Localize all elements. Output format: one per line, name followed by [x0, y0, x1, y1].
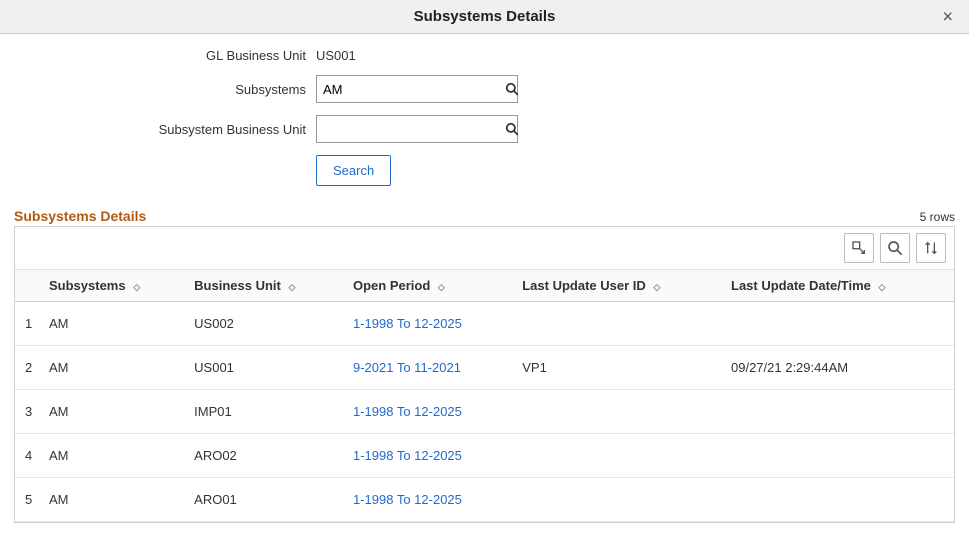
cell-last-update-datetime: [723, 390, 954, 434]
row-count: 5 rows: [920, 210, 955, 224]
table-row: 4AMARO02 1-1998 To 12-2025: [15, 434, 954, 478]
cell-open-period: 1-1998 To 12-2025: [345, 302, 514, 346]
cell-rownum: 2: [15, 346, 41, 390]
results-grid: Subsystems ◇ Business Unit ◇ Open Period…: [14, 226, 955, 523]
subsystems-lookup-button[interactable]: [505, 82, 519, 96]
grid-find-button[interactable]: [880, 233, 910, 263]
cell-subsystem: AM: [41, 302, 186, 346]
cell-rownum: 3: [15, 390, 41, 434]
cell-rownum: 1: [15, 302, 41, 346]
gl-business-unit-value: US001: [316, 48, 356, 63]
cell-subsystem: AM: [41, 478, 186, 522]
dialog-title: Subsystems Details: [414, 8, 556, 25]
cell-last-update-user: [514, 390, 723, 434]
sort-indicator-icon: ◇: [438, 283, 445, 292]
cell-open-period: 1-1998 To 12-2025: [345, 434, 514, 478]
col-business-unit[interactable]: Business Unit ◇: [186, 270, 345, 302]
sort-indicator-icon: ◇: [133, 283, 140, 292]
search-icon: [505, 82, 519, 96]
table-row: 2AMUS001 9-2021 To 11-2021 VP109/27/21 2:2…: [15, 346, 954, 390]
subsystem-bu-input[interactable]: [317, 116, 505, 142]
col-last-update-user-label: Last Update User ID: [522, 278, 646, 293]
col-last-update-user[interactable]: Last Update User ID ◇: [514, 270, 723, 302]
table-row: 1AMUS002 1-1998 To 12-2025: [15, 302, 954, 346]
sort-indicator-icon: ◇: [288, 283, 295, 292]
subsystems-label: Subsystems: [0, 82, 316, 97]
subsystem-bu-lookup-button[interactable]: [505, 122, 519, 136]
cell-last-update-user: [514, 434, 723, 478]
open-period-link[interactable]: 1-1998 To 12-2025: [353, 404, 462, 419]
cell-rownum: 5: [15, 478, 41, 522]
open-period-link[interactable]: 1-1998 To 12-2025: [353, 448, 462, 463]
subsystem-bu-lookup: [316, 115, 518, 143]
sort-icon: [923, 240, 939, 256]
cell-last-update-datetime: [723, 434, 954, 478]
cell-rownum: 4: [15, 434, 41, 478]
sort-indicator-icon: ◇: [653, 283, 660, 292]
gl-business-unit-label: GL Business Unit: [0, 48, 316, 63]
table-row: 5AMARO01 1-1998 To 12-2025: [15, 478, 954, 522]
col-subsystems-label: Subsystems: [49, 278, 126, 293]
col-subsystems[interactable]: Subsystems ◇: [41, 270, 186, 302]
cell-last-update-user: [514, 478, 723, 522]
col-last-update-datetime[interactable]: Last Update Date/Time ◇: [723, 270, 954, 302]
section-title: Subsystems Details: [14, 208, 146, 224]
cell-subsystem: AM: [41, 346, 186, 390]
open-period-link[interactable]: 9-2021 To 11-2021: [353, 360, 461, 375]
cell-open-period: 1-1998 To 12-2025: [345, 478, 514, 522]
cell-business-unit: IMP01: [186, 390, 345, 434]
cell-business-unit: ARO02: [186, 434, 345, 478]
col-rownum: [15, 270, 41, 302]
col-last-update-datetime-label: Last Update Date/Time: [731, 278, 871, 293]
cell-last-update-user: [514, 302, 723, 346]
subsystem-bu-label: Subsystem Business Unit: [0, 122, 316, 137]
subsystems-input[interactable]: [317, 76, 505, 102]
grid-toolbar: [15, 227, 954, 270]
cell-last-update-datetime: 09/27/21 2:29:44AM: [723, 346, 954, 390]
close-icon: ×: [942, 6, 953, 26]
search-form: GL Business Unit US001 Subsystems Subsys…: [0, 34, 969, 208]
search-icon: [887, 240, 903, 256]
download-icon: [851, 240, 867, 256]
cell-business-unit: ARO01: [186, 478, 345, 522]
cell-last-update-datetime: [723, 478, 954, 522]
cell-last-update-datetime: [723, 302, 954, 346]
cell-subsystem: AM: [41, 434, 186, 478]
col-open-period-label: Open Period: [353, 278, 430, 293]
open-period-link[interactable]: 1-1998 To 12-2025: [353, 492, 462, 507]
col-open-period[interactable]: Open Period ◇: [345, 270, 514, 302]
table-header-row: Subsystems ◇ Business Unit ◇ Open Period…: [15, 270, 954, 302]
grid-download-button[interactable]: [844, 233, 874, 263]
sort-indicator-icon: ◇: [879, 283, 886, 292]
search-button[interactable]: Search: [316, 155, 391, 186]
dialog-header: Subsystems Details ×: [0, 0, 969, 34]
cell-open-period: 9-2021 To 11-2021: [345, 346, 514, 390]
cell-last-update-user: VP1: [514, 346, 723, 390]
cell-business-unit: US001: [186, 346, 345, 390]
cell-open-period: 1-1998 To 12-2025: [345, 390, 514, 434]
cell-business-unit: US002: [186, 302, 345, 346]
table-row: 3AMIMP01 1-1998 To 12-2025: [15, 390, 954, 434]
grid-sort-button[interactable]: [916, 233, 946, 263]
cell-subsystem: AM: [41, 390, 186, 434]
open-period-link[interactable]: 1-1998 To 12-2025: [353, 316, 462, 331]
search-icon: [505, 122, 519, 136]
col-business-unit-label: Business Unit: [194, 278, 281, 293]
subsystems-lookup: [316, 75, 518, 103]
close-button[interactable]: ×: [936, 4, 959, 29]
